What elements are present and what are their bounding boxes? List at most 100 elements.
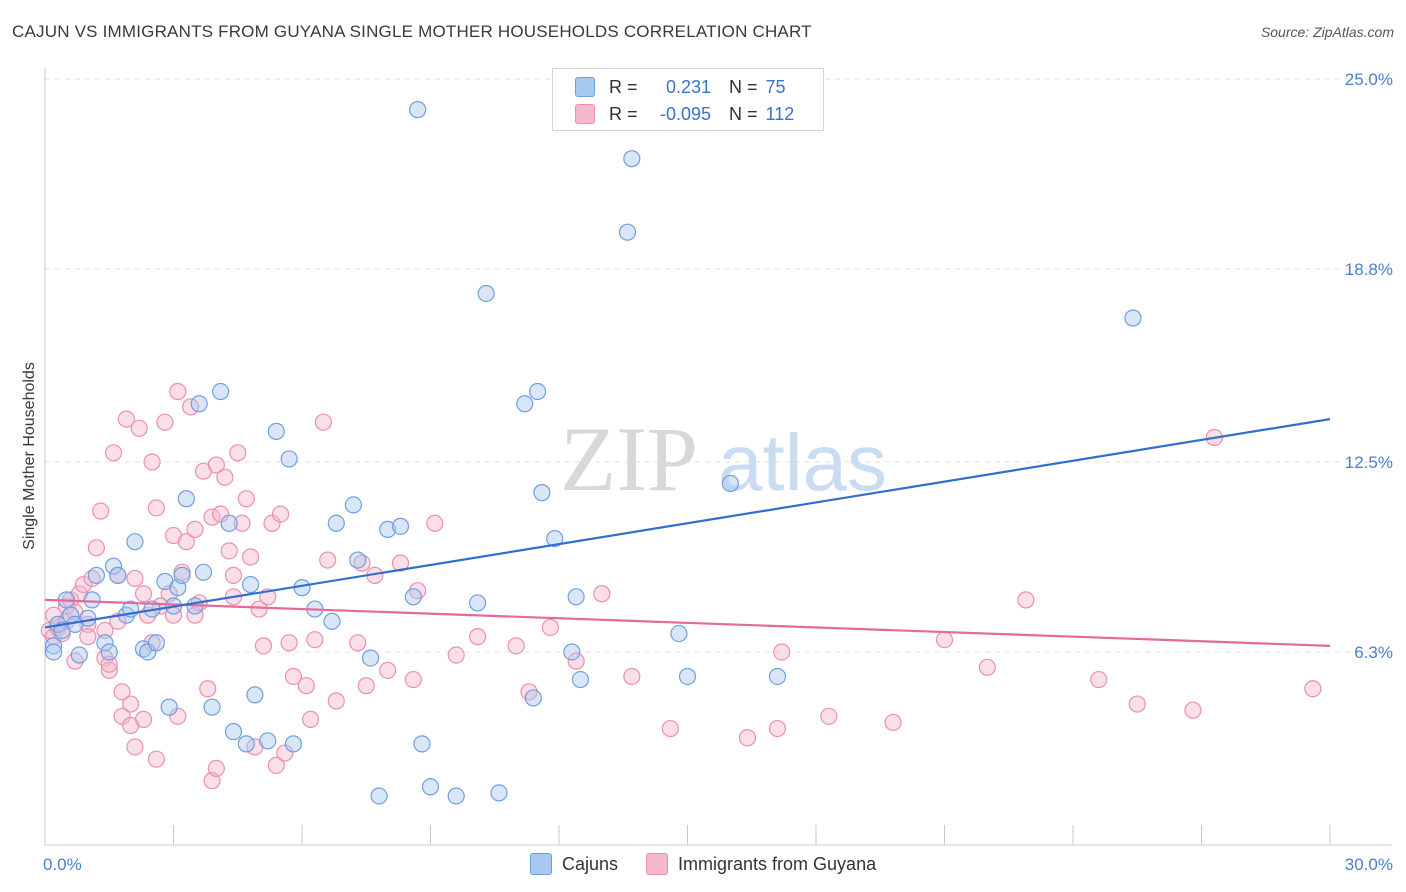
- guyana-point: [306, 631, 324, 649]
- trend-lines: [44, 418, 1331, 647]
- guyana-point: [507, 637, 525, 655]
- correlation-legend: R = 0.231 N = 75 R = -0.095 N = 112: [552, 68, 824, 131]
- series-legend: Cajuns Immigrants from Guyana: [530, 852, 904, 876]
- legend-r-label: R =: [609, 103, 638, 124]
- guyana-point: [271, 505, 290, 523]
- guyana-point: [297, 677, 315, 695]
- cajuns-point: [323, 612, 341, 630]
- legend-swatch-guyana: [575, 104, 595, 124]
- legend-swatch-guyana: [646, 853, 669, 875]
- cajuns-point: [721, 474, 739, 493]
- cajuns-point: [194, 563, 213, 581]
- guyana-point: [117, 410, 135, 428]
- cajuns-point: [220, 514, 238, 532]
- y-tick-label: 18.8%: [1345, 260, 1393, 279]
- guyana-point: [237, 490, 255, 508]
- cajuns-point: [623, 150, 641, 168]
- cajuns-point: [87, 566, 106, 584]
- guyana-point: [207, 759, 225, 778]
- cajuns-point: [139, 643, 157, 661]
- cajuns-point: [563, 643, 581, 661]
- cajuns-point: [524, 689, 542, 707]
- guyana-point: [541, 618, 560, 637]
- cajuns-point: [267, 422, 285, 440]
- cajuns-point: [109, 566, 127, 584]
- guyana-point: [357, 677, 375, 695]
- legend-r-value: -0.095: [659, 103, 711, 124]
- chart-title: CAJUN VS IMMIGRANTS FROM GUYANA SINGLE M…: [12, 22, 812, 41]
- legend-n-label: N =: [729, 76, 758, 97]
- legend-row-guyana: R = -0.095 N = 112: [575, 103, 794, 125]
- cajuns-point: [391, 517, 410, 535]
- guyana-point: [220, 542, 238, 560]
- legend-swatch-cajuns: [575, 77, 595, 97]
- watermark: ZIP atlas: [560, 408, 887, 510]
- cajuns-point: [409, 101, 427, 119]
- guyana-point: [738, 729, 757, 747]
- guyana-point: [169, 707, 187, 725]
- cajuns-point: [44, 643, 63, 661]
- legend-item-cajuns[interactable]: Cajuns: [530, 853, 618, 875]
- guyana-point: [242, 548, 260, 566]
- legend-label-cajuns: Cajuns: [562, 853, 619, 874]
- guyana-point: [104, 444, 123, 462]
- axes: [44, 68, 1392, 846]
- guyana-point: [935, 631, 954, 649]
- legend-item-guyana[interactable]: Immigrants from Guyana: [646, 853, 876, 875]
- cajuns-point: [528, 382, 547, 401]
- guyana-point: [100, 661, 118, 679]
- cajuns-point: [242, 575, 260, 594]
- cajuns-point: [571, 670, 590, 689]
- cajuns-point: [477, 284, 495, 303]
- guyana-point: [126, 569, 144, 588]
- guyana-point: [87, 539, 106, 557]
- cajuns-point: [203, 698, 221, 716]
- guyana-point: [404, 670, 422, 689]
- guyana-point: [186, 520, 204, 539]
- guyana-point: [169, 382, 187, 401]
- guyana-point: [349, 634, 367, 652]
- cajuns-point: [370, 787, 388, 805]
- cajuns-point: [100, 643, 118, 661]
- trend-line-guyana: [44, 598, 1331, 647]
- guyana-point: [1184, 701, 1202, 719]
- trend-line-cajuns: [44, 418, 1331, 629]
- guyana-point: [113, 707, 131, 725]
- guyana-point: [212, 505, 230, 523]
- legend-n-label: N =: [729, 103, 758, 124]
- guyana-point: [1128, 695, 1146, 713]
- cajuns-point: [173, 566, 191, 584]
- cajuns-point: [327, 514, 345, 532]
- guyana-point: [469, 628, 487, 646]
- cajuns-point: [678, 667, 697, 686]
- cajuns-point: [79, 609, 97, 627]
- guyana-point: [207, 456, 225, 474]
- guyana-point: [100, 655, 118, 673]
- cajuns-point: [96, 634, 114, 652]
- cajuns-point: [618, 223, 637, 241]
- x-tick-label: 0.0%: [43, 855, 82, 874]
- grid-lines: [45, 78, 1392, 653]
- legend-row-cajuns: R = 0.231 N = 75: [575, 76, 786, 98]
- legend-swatch-cajuns: [530, 853, 552, 875]
- guyana-point: [113, 683, 131, 701]
- series-cajuns-points: [44, 101, 1142, 805]
- guyana-point: [447, 646, 465, 664]
- guyana-point: [1017, 591, 1035, 609]
- guyana-point: [379, 661, 397, 679]
- cajuns-point: [104, 557, 123, 575]
- cajuns-point: [190, 395, 208, 413]
- cajuns-point: [44, 637, 63, 655]
- guyana-point: [177, 533, 195, 551]
- guyana-point: [143, 634, 161, 652]
- x-tick-labels: 0.0% 30.0%: [43, 855, 1393, 874]
- guyana-point: [280, 634, 298, 652]
- guyana-point: [314, 413, 333, 431]
- guyana-point: [134, 585, 153, 603]
- guyana-point: [134, 710, 153, 728]
- y-tick-label: 6.3%: [1354, 643, 1393, 662]
- cajuns-point: [533, 484, 551, 502]
- legend-label-guyana: Immigrants from Guyana: [678, 853, 877, 874]
- guyana-point: [1090, 670, 1108, 689]
